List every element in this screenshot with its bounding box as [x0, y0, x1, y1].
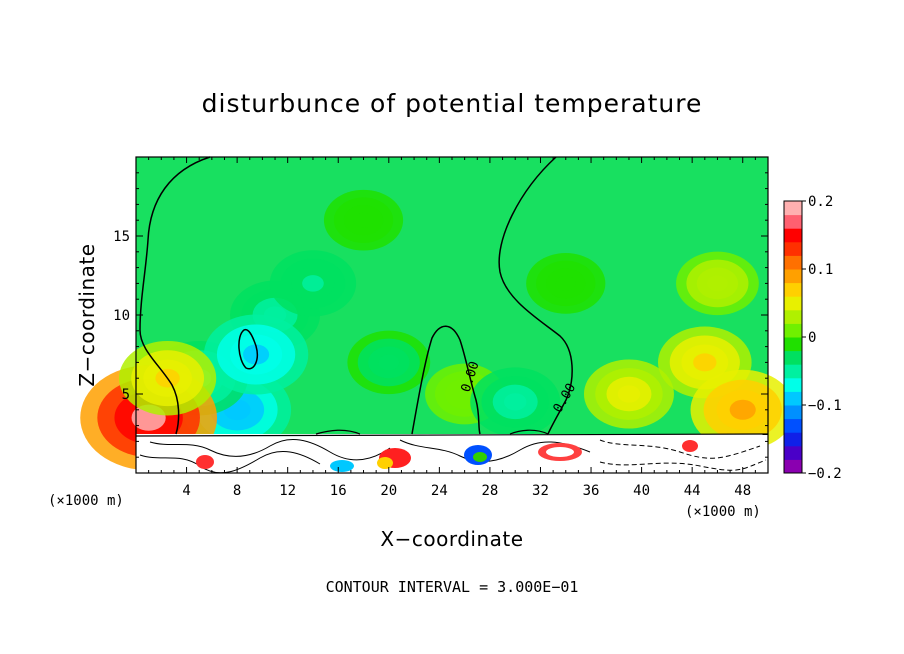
colorbar-swatch — [784, 377, 802, 392]
x-unit-left: (×1000 m) — [48, 493, 124, 509]
colorbar-label: −0.2 — [808, 466, 842, 482]
zero-contour-middle — [411, 325, 481, 435]
heatmap-blob-layer — [454, 386, 475, 402]
heatmap-blob — [347, 330, 431, 395]
colorbar-label: −0.1 — [808, 398, 842, 414]
heatmap-blob — [203, 314, 309, 395]
terrain-top-edge — [135, 433, 769, 437]
zero-contours — [139, 156, 573, 435]
terrain-contour-b — [139, 451, 321, 474]
heatmap-blob-layer — [693, 353, 717, 372]
colorbar-swatch — [784, 241, 802, 256]
x-tick-label: 32 — [532, 483, 549, 499]
terrain-contour-d — [599, 439, 761, 459]
y-axis-title: Z−coordinate — [75, 243, 99, 386]
terrain-inner-white — [546, 447, 574, 457]
heatmap-blob — [323, 189, 404, 251]
heatmap-blob-layer — [707, 275, 728, 292]
heatmap-blob-layer — [503, 393, 527, 411]
zero-contour-small-b — [509, 429, 549, 435]
heatmap-blob-layer — [378, 354, 400, 371]
colorbar-swatch — [784, 418, 802, 433]
plot-area: 0.00 0.00 — [80, 156, 795, 474]
heatmap-blob — [470, 367, 561, 437]
terrain-contour-e — [599, 459, 767, 471]
terrain-fill — [136, 434, 768, 473]
x-tick-label: 8 — [233, 483, 241, 499]
zero-contour-closed — [238, 328, 258, 370]
colorbar-swatch — [784, 255, 802, 270]
terrain-contour-c — [399, 439, 591, 463]
x-tick-label: 20 — [380, 483, 397, 499]
colorbar-swatch — [784, 214, 802, 229]
x-tick-label: 4 — [182, 483, 190, 499]
colorbar-label: 0 — [808, 330, 816, 346]
y-tick-label: 15 — [113, 229, 130, 245]
colorbar-swatch — [784, 323, 802, 338]
heatmap-blob — [526, 253, 606, 314]
colorbar-swatch — [784, 364, 802, 379]
heatmap-blob — [690, 369, 795, 450]
x-tick-label: 12 — [279, 483, 296, 499]
x-tick-label: 24 — [431, 483, 448, 499]
colorbar-swatch — [784, 405, 802, 420]
heatmap-blob-layer — [617, 385, 641, 403]
heatmap-blob-layer — [729, 399, 756, 420]
x-tick-label: 44 — [684, 483, 701, 499]
heatmap-blob-layer — [555, 275, 576, 291]
colorbar-label: 0.2 — [808, 194, 833, 210]
colorbar-swatch — [784, 432, 802, 447]
y-tick-label: 5 — [122, 387, 130, 403]
colorbar-swatch — [784, 228, 802, 243]
colorbar-swatch — [784, 445, 802, 460]
heatmap-blob-layer — [353, 212, 374, 228]
zero-contour-left — [139, 156, 211, 435]
chart-title: disturbunce of potential temperature — [202, 89, 703, 118]
colorbar-swatch — [784, 459, 802, 474]
colorbar-swatch — [784, 350, 802, 365]
heatmap-field — [80, 189, 795, 471]
x-tick-label: 40 — [633, 483, 650, 499]
x-axis: 4 8 12 16 20 24 28 32 36 40 44 48 — [148, 157, 756, 499]
y-axis: 5 10 15 — [113, 172, 768, 458]
terrain-warm-core — [377, 457, 393, 469]
heatmap-blob — [583, 359, 674, 429]
x-tick-label: 28 — [481, 483, 498, 499]
colorbar: 0.2 0.1 0 −0.1 −0.2 — [783, 194, 842, 482]
x-tick-label: 48 — [734, 483, 751, 499]
terrain-band — [135, 433, 769, 474]
heatmap-blob — [676, 251, 759, 316]
x-tick-label: 36 — [583, 483, 600, 499]
zero-contour-right — [498, 156, 573, 435]
y-tick-label: 10 — [113, 308, 130, 324]
zero-contour-small-a — [315, 429, 361, 435]
heatmap-blob-layer — [243, 344, 270, 365]
x-axis-title: X−coordinate — [380, 527, 523, 551]
terrain-contour-a — [149, 439, 391, 461]
colorbar-swatch — [784, 201, 802, 216]
colorbar-swatch — [784, 337, 802, 352]
x-unit-right: (×1000 m) — [685, 504, 761, 520]
colorbar-label: 0.1 — [808, 262, 833, 278]
colorbar-swatch — [784, 269, 802, 284]
colorbar-swatch — [784, 391, 802, 406]
terrain-cold-core — [473, 452, 487, 462]
colorbar-swatch — [784, 282, 802, 297]
heatmap-blob — [269, 250, 357, 317]
terrain-warm-spot-4 — [682, 440, 698, 452]
x-tick-label: 16 — [330, 483, 347, 499]
colorbar-swatch — [784, 296, 802, 311]
colorbar-swatch — [784, 309, 802, 324]
terrain-warm-spot-3 — [196, 455, 214, 469]
terrain-cool-spot — [330, 460, 354, 472]
contour-interval-label: CONTOUR INTERVAL = 3.000E−01 — [326, 578, 579, 596]
heatmap-blob-layer — [302, 275, 324, 292]
